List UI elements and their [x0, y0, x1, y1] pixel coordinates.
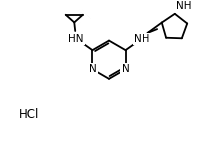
Text: HCl: HCl — [19, 108, 39, 121]
Text: HN: HN — [68, 34, 84, 44]
Text: N: N — [89, 64, 96, 74]
Text: N: N — [122, 64, 129, 74]
Text: NH: NH — [176, 1, 191, 11]
Text: H: H — [142, 34, 149, 44]
Text: N: N — [134, 34, 142, 44]
